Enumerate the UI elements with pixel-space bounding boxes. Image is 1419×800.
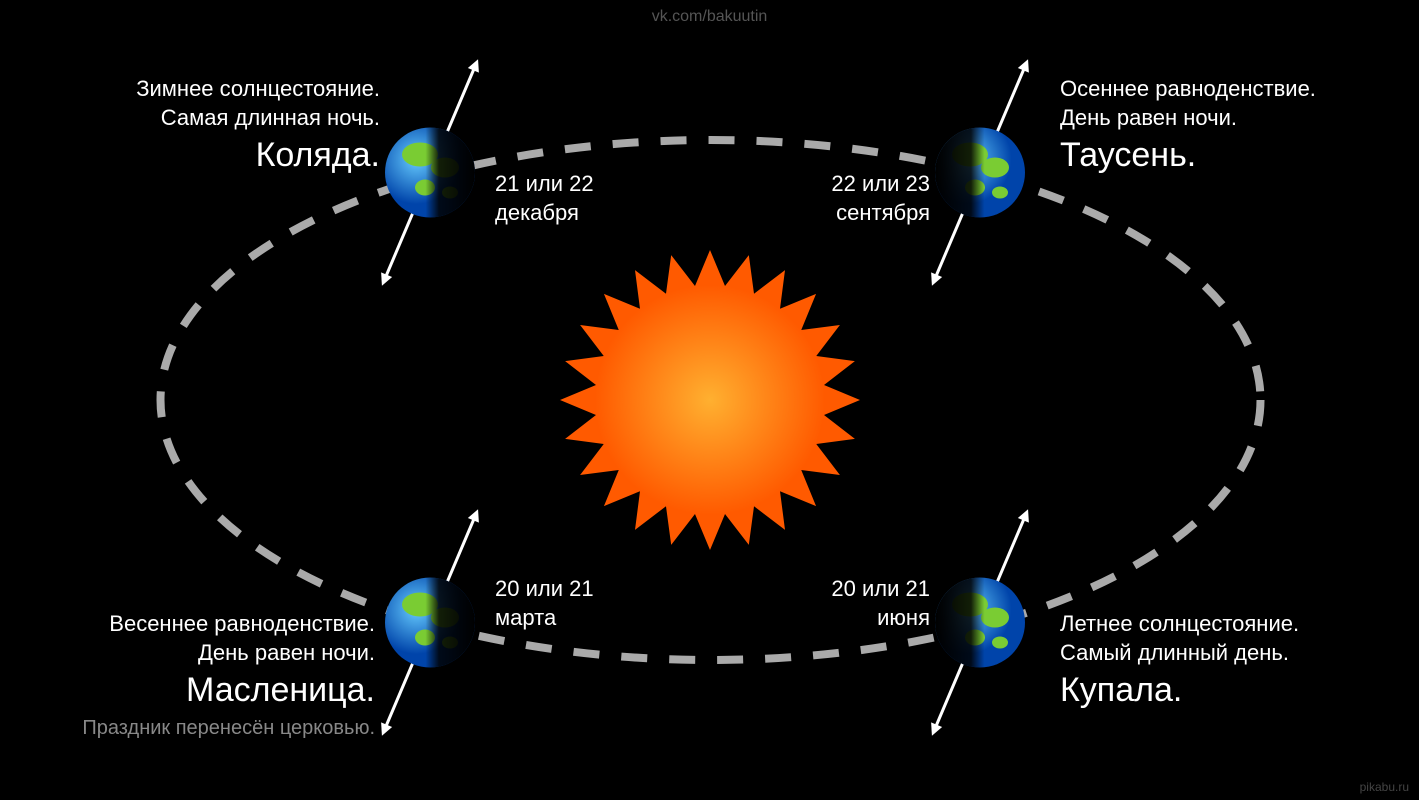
label-line1: Осеннее равноденствие. bbox=[1060, 75, 1410, 104]
date-winter_solstice: 21 или 22декабря bbox=[495, 170, 594, 227]
date-autumn_equinox: 22 или 23сентября bbox=[800, 170, 930, 227]
label-summer_solstice: Летнее солнцестояние.Самый длинный день.… bbox=[1060, 610, 1410, 715]
date-spring_equinox: 20 или 21марта bbox=[495, 575, 594, 632]
label-winter_solstice: Зимнее солнцестояние.Самая длинная ночь.… bbox=[30, 75, 380, 180]
sun-icon bbox=[540, 230, 880, 570]
label-line1: Летнее солнцестояние. bbox=[1060, 610, 1410, 639]
label-line1: Весеннее равноденствие. bbox=[5, 610, 375, 639]
label-line1: Зимнее солнцестояние. bbox=[30, 75, 380, 104]
label-line2: Самый длинный день. bbox=[1060, 639, 1410, 668]
label-autumn_equinox: Осеннее равноденствие.День равен ночи.Та… bbox=[1060, 75, 1410, 180]
label-line2: Самая длинная ночь. bbox=[30, 104, 380, 133]
label-name: Таусень. bbox=[1060, 132, 1410, 180]
label-name: Коляда. bbox=[30, 132, 380, 180]
label-note: Праздник перенесён церковью. bbox=[5, 715, 375, 741]
label-name: Масленица. bbox=[5, 667, 375, 715]
label-spring_equinox: Весеннее равноденствие.День равен ночи.М… bbox=[5, 610, 375, 741]
date-summer_solstice: 20 или 21июня bbox=[800, 575, 930, 632]
label-name: Купала. bbox=[1060, 667, 1410, 715]
label-line2: День равен ночи. bbox=[1060, 104, 1410, 133]
label-line2: День равен ночи. bbox=[5, 639, 375, 668]
